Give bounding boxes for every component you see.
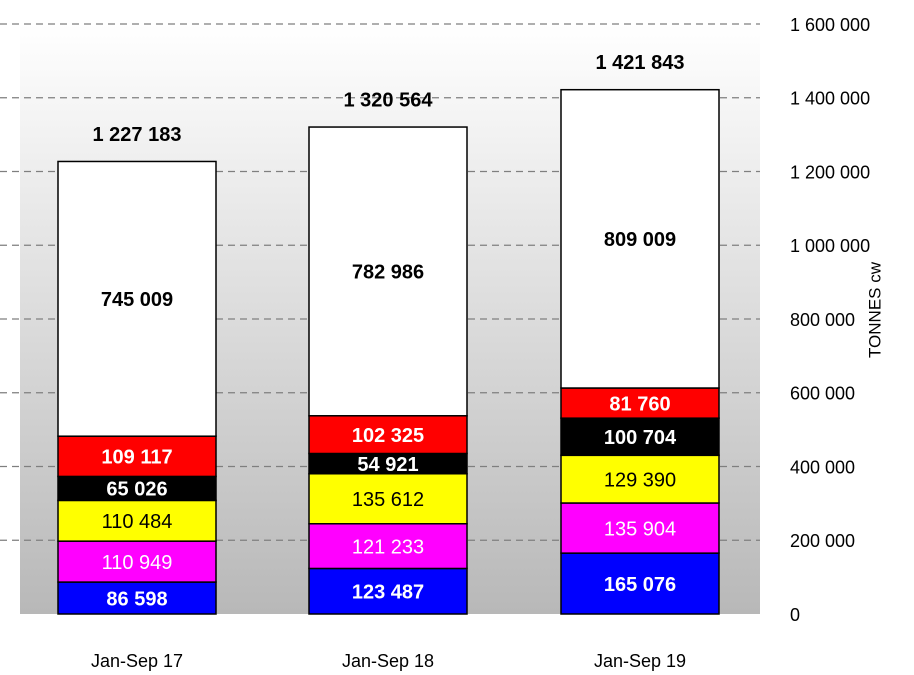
bar-segment (560, 417, 720, 457)
data-label: 109 117 (101, 447, 172, 469)
x-tick-label: Jan-Sep 19 (594, 651, 686, 671)
y-tick-label: 400 000 (790, 457, 855, 477)
x-tick-label: Jan-Sep 18 (342, 651, 434, 671)
data-label: 110 949 (102, 552, 173, 574)
bar-segment (560, 454, 720, 504)
bar-segment (57, 581, 217, 615)
y-tick-label: 800 000 (790, 310, 855, 330)
data-label: 110 484 (102, 511, 173, 533)
x-tick-label: Jan-Sep 17 (91, 651, 183, 671)
data-label: 129 390 (604, 469, 676, 491)
data-label: 86 598 (106, 588, 167, 610)
data-label: 745 009 (101, 289, 173, 311)
y-tick-label: 600 000 (790, 384, 855, 404)
bar-segment (308, 523, 468, 570)
data-label: 54 921 (357, 454, 418, 476)
data-label: 65 026 (106, 479, 167, 501)
data-label: 135 904 (604, 518, 676, 540)
y-tick-label: 200 000 (790, 531, 855, 551)
data-label: 165 076 (604, 574, 676, 596)
data-label: 782 986 (352, 262, 424, 284)
bar-segment (560, 552, 720, 615)
bar-segment (308, 473, 468, 525)
data-label: 809 009 (604, 229, 676, 251)
total-label: 1 320 564 (344, 89, 434, 111)
data-label: 102 325 (352, 425, 424, 447)
total-label: 1 421 843 (596, 52, 685, 74)
data-label: 135 612 (352, 489, 424, 511)
bar-segment (560, 502, 720, 554)
y-tick-label: 1 400 000 (790, 89, 870, 109)
y-tick-label: 0 (790, 605, 800, 625)
bar-segment (308, 567, 468, 615)
y-axis-title: TONNES cw (865, 261, 884, 358)
bar-segment (560, 387, 720, 419)
total-label: 1 227 183 (93, 124, 182, 146)
data-label: 81 760 (609, 393, 670, 415)
y-tick-label: 1 600 000 (790, 15, 870, 35)
data-label: 123 487 (352, 582, 424, 604)
bar-segment (308, 126, 468, 417)
y-tick-label: 1 000 000 (790, 236, 870, 256)
bar-segment (57, 160, 217, 437)
data-label: 100 704 (604, 427, 677, 449)
y-tick-label: 1 200 000 (790, 162, 870, 182)
bar-segment (57, 435, 217, 478)
bar-segment (308, 415, 468, 455)
bar-segment (560, 88, 720, 389)
data-label: 121 233 (352, 536, 424, 558)
